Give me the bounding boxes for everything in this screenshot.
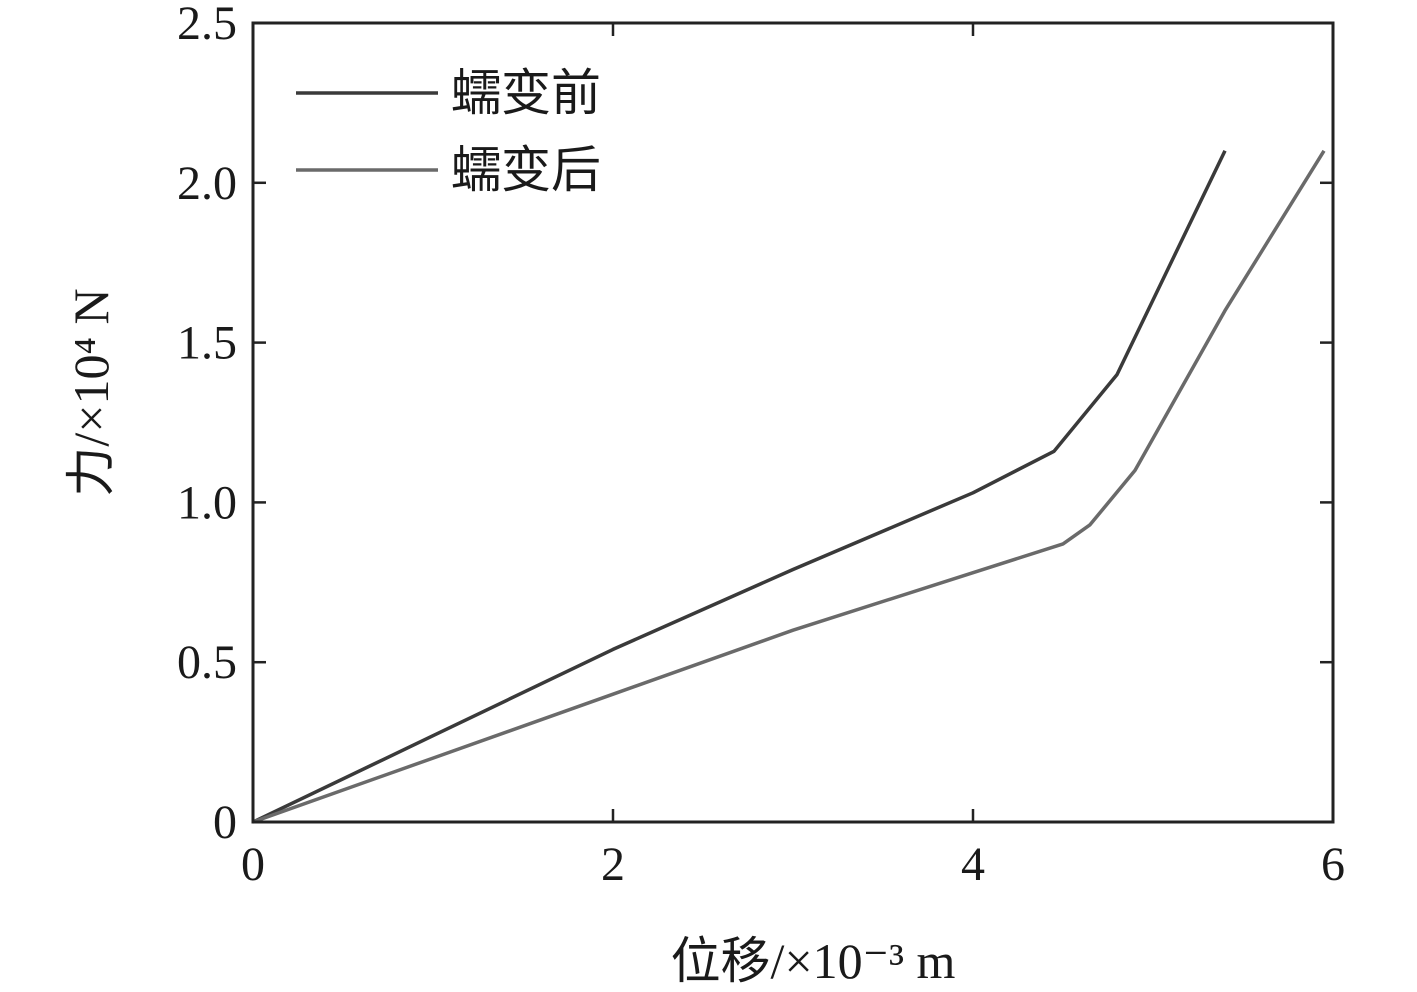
x-tick-label: 4 [961, 838, 985, 891]
y-tick-label: 1.0 [177, 476, 237, 529]
y-tick-label: 0.5 [177, 636, 237, 689]
y-tick-label: 1.5 [177, 317, 237, 370]
legend-label-1: 蠕变前 [451, 65, 601, 121]
y-tick-label: 0 [213, 796, 237, 849]
series-layer [252, 149, 1326, 824]
y-tick-label: 2.0 [177, 157, 237, 210]
x-tick-label: 0 [241, 838, 265, 891]
y-tick-label: 2.5 [177, 0, 237, 50]
tick-layer: 0 2 4 6 0 0.5 1.0 1.5 2.0 2.5 [177, 0, 1345, 891]
plot-frame [251, 21, 1335, 824]
series-line-1 [252, 150, 1227, 824]
x-tick-label: 6 [1321, 838, 1345, 891]
x-tick-label: 2 [601, 838, 625, 891]
series-line-2 [252, 149, 1326, 824]
y-axis-label: 力/×10⁴ N [63, 288, 119, 496]
legend-label-2: 蠕变后 [451, 142, 601, 198]
x-axis-label: 位移/×10⁻³ m [671, 933, 956, 989]
